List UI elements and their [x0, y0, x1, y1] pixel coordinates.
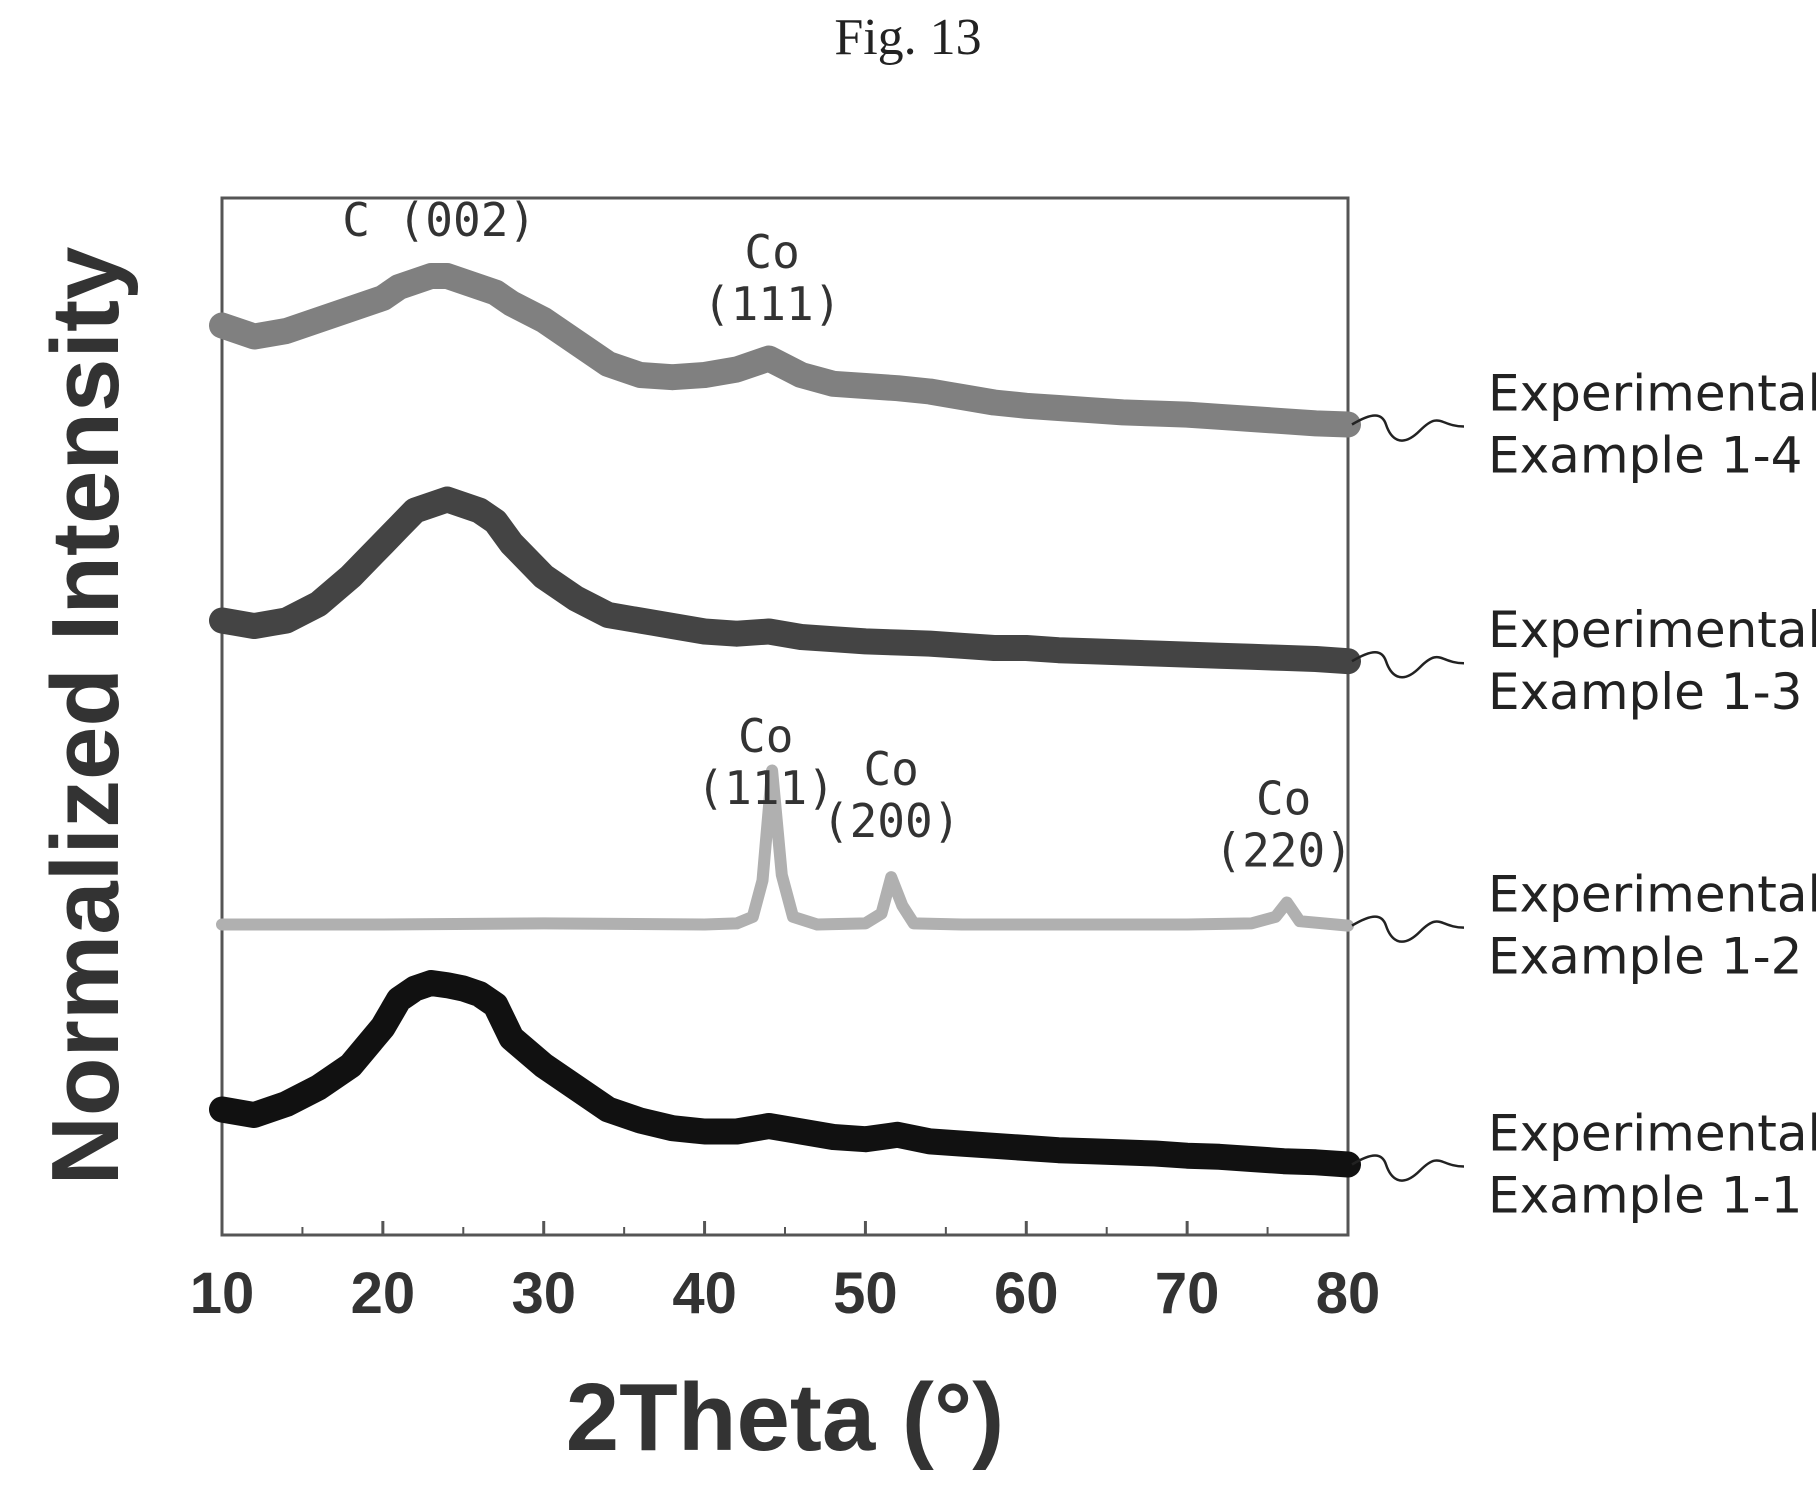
series-label-leader — [1351, 1154, 1465, 1182]
series-layer — [209, 263, 1361, 1178]
series-line — [209, 486, 1361, 675]
peak-label: (200) — [822, 794, 960, 848]
series-label: Experimental — [1488, 1105, 1816, 1163]
series-label: Experimental — [1488, 866, 1816, 924]
peak-annotations: C (002)Co(111)Co(111) Co(200) Co(220) — [342, 193, 1353, 878]
series-label: Experimental — [1488, 601, 1816, 659]
figure-title: Fig. 13 — [834, 9, 982, 66]
x-tick-label: 70 — [1155, 1261, 1220, 1326]
peak-label: Co — [1256, 772, 1311, 826]
series-label: Example 1-4 — [1488, 427, 1802, 485]
series-line — [216, 764, 1354, 932]
x-tick-label: 10 — [190, 1261, 255, 1326]
x-axis-tick-labels: 10 20 30 40 50 60 70 80 — [190, 1261, 1381, 1326]
series-label-leader — [1351, 414, 1465, 442]
x-axis-title: 2Theta (°) — [566, 1364, 1004, 1471]
x-tick-label: 50 — [833, 1261, 898, 1326]
peak-label: (220) — [1214, 824, 1352, 878]
x-tick-label: 60 — [994, 1261, 1059, 1326]
peak-label: (111) — [696, 761, 834, 815]
peak-label: C (002) — [342, 193, 536, 247]
series-label-leader — [1351, 650, 1465, 679]
series-label-leader — [1351, 915, 1465, 943]
x-tick-label: 30 — [511, 1261, 576, 1326]
x-tick-label: 20 — [351, 1261, 416, 1326]
y-axis-title: Normalized Intensity — [32, 247, 139, 1186]
x-axis-ticks — [220, 1221, 1350, 1235]
x-tick-label: 40 — [672, 1261, 737, 1326]
peak-label: (111) — [703, 277, 841, 331]
peak-label: Co — [744, 225, 799, 279]
peak-label: Co — [738, 709, 793, 763]
series-line — [209, 263, 1361, 438]
peak-label: Co — [863, 742, 918, 796]
series-line — [209, 970, 1361, 1178]
x-tick-label: 80 — [1316, 1261, 1381, 1326]
series-label: Example 1-2 — [1488, 928, 1802, 986]
series-label: Example 1-3 — [1488, 663, 1802, 721]
series-label: Experimental — [1488, 365, 1816, 423]
series-label: Example 1-1 — [1488, 1167, 1802, 1225]
